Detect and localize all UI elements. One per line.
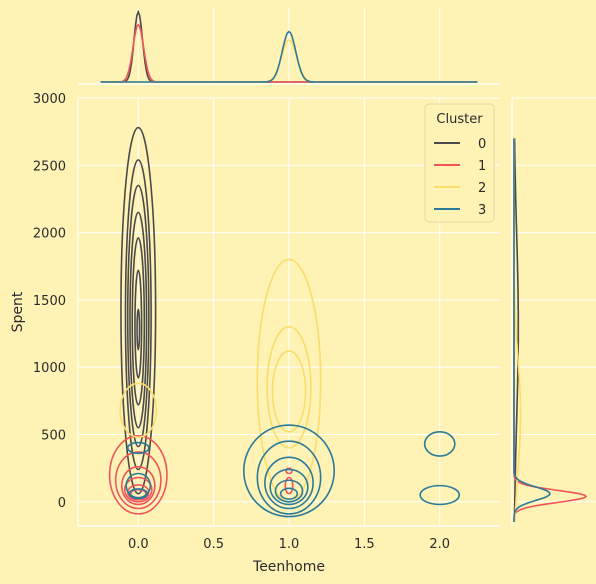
y-tick-label: 1500 [33, 294, 66, 309]
x-axis-label: Teenhome [252, 559, 325, 575]
legend-label-3: 3 [478, 203, 486, 218]
cluster-1-contour-2 [123, 476, 153, 503]
cluster-0-contour-0 [136, 308, 141, 351]
cluster-0-contour-6 [120, 126, 157, 495]
y-tick-label: 500 [41, 428, 66, 443]
legend-label-2: 2 [478, 181, 486, 196]
y-axis-label: Spent [10, 291, 26, 332]
cluster-3-contour-5 [269, 468, 309, 506]
cluster-3-y-marginal [513, 138, 551, 522]
x-tick-label: 2.0 [429, 537, 450, 552]
x-tick-label: 0.5 [203, 537, 224, 552]
cluster-0-contour-3 [129, 211, 148, 429]
cluster-0-contour-2 [131, 237, 146, 406]
cluster-0-contour-4 [126, 184, 150, 448]
cluster-3-contour-3 [279, 487, 299, 500]
cluster-1-y-marginal [513, 138, 588, 522]
y-marginal-kde [513, 138, 588, 522]
x-tick-label: 1.0 [279, 537, 300, 552]
cluster-3-contour-7 [256, 440, 322, 515]
cluster-3-contour-4 [274, 479, 304, 503]
y-tick-label: 2000 [33, 227, 66, 242]
cluster-0-contour-1 [134, 269, 143, 379]
cluster-1-contour-6 [284, 476, 294, 495]
legend-box [424, 103, 495, 223]
x-tick-label: 1.5 [354, 537, 375, 552]
y-tick-label: 2500 [33, 159, 66, 174]
cluster-1-contour-3 [120, 465, 156, 506]
axes: 0.0 0.5 1.0 1.5 2.0 0 500 1000 1500 2000 2500 3000 T… [10, 83, 513, 575]
cluster-2-contour-2 [266, 326, 312, 449]
cluster-1-contour-4 [114, 451, 162, 510]
cluster-3-contour-1 [125, 472, 152, 499]
x-marginal-kde [100, 9, 478, 83]
cluster-3-contour-2 [126, 441, 150, 455]
cluster-0-contour-5 [124, 159, 152, 471]
cluster-3-contour-9 [419, 484, 461, 506]
x-tick-label: 0.0 [128, 537, 149, 552]
cluster-0-y-marginal [513, 138, 520, 522]
legend-title: Cluster [436, 112, 483, 127]
cluster-1-contour-5 [108, 435, 168, 515]
cluster-3-contour-10 [423, 430, 456, 457]
legend: Cluster 0 1 2 3 [424, 103, 495, 223]
cluster-2-contour-0 [119, 382, 158, 438]
legend-label-1: 1 [478, 159, 486, 174]
y-tick-label: 3000 [33, 92, 66, 107]
y-tick-label: 1000 [33, 361, 66, 376]
cluster-3-contour-8 [242, 424, 336, 518]
cluster-3-x-marginal [100, 30, 478, 83]
legend-label-0: 0 [478, 137, 486, 152]
y-tick-label: 0 [58, 496, 66, 511]
cluster-3-contour-6 [264, 456, 314, 510]
cluster-1-contour-7 [285, 467, 293, 475]
kde-contours [108, 126, 461, 518]
cluster-2-contour-1 [271, 350, 307, 433]
